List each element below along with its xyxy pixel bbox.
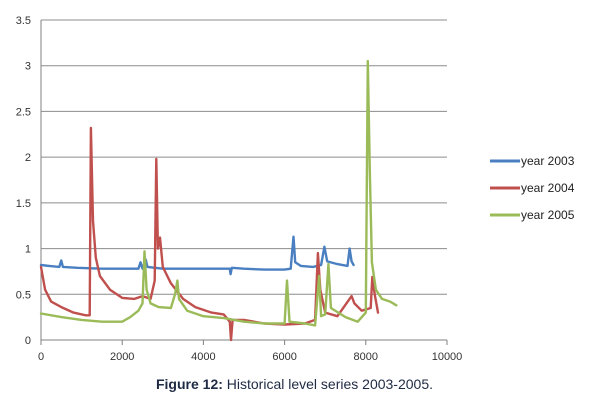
- x-tick-label: 2000: [110, 351, 134, 363]
- series-lines: [39, 59, 398, 342]
- axes: [40, 20, 448, 345]
- x-tick-label: 4000: [191, 351, 215, 363]
- y-tick-label: 3.5: [16, 15, 31, 27]
- series-line-3: [39, 59, 398, 327]
- legend-label: year 2005: [521, 208, 575, 222]
- figure-caption: Figure 12: Historical level series 2003-…: [0, 376, 589, 392]
- x-tick-labels: 0 2000 4000 6000 8000 10000: [38, 351, 462, 363]
- x-tick-label: 8000: [354, 351, 378, 363]
- y-tick-label: 0.5: [16, 289, 31, 301]
- x-tick-label: 6000: [272, 351, 296, 363]
- series-line-2: [39, 126, 380, 342]
- figure-caption-label: Figure 12:: [155, 376, 223, 392]
- legend-label: year 2004: [521, 181, 575, 195]
- gridlines: [41, 19, 447, 295]
- legend-label: year 2003: [521, 154, 575, 168]
- y-tick-labels: 0 0.5 1 1.5 2 2.5 3 3.5: [16, 15, 31, 347]
- y-tick-label: 1: [25, 244, 31, 256]
- series-line-1: [39, 235, 355, 276]
- y-tick-label: 3: [25, 61, 31, 73]
- figure-caption-text: Historical level series 2003-2005.: [222, 376, 433, 392]
- y-tick-label: 2.5: [16, 106, 31, 118]
- legend: year 2003 year 2004 year 2005: [490, 154, 575, 222]
- y-tick-label: 1.5: [16, 198, 31, 210]
- y-tick-label: 0: [25, 335, 31, 347]
- y-tick-label: 2: [25, 152, 31, 164]
- x-tick-label: 10000: [432, 351, 463, 363]
- x-tick-label: 0: [38, 351, 44, 363]
